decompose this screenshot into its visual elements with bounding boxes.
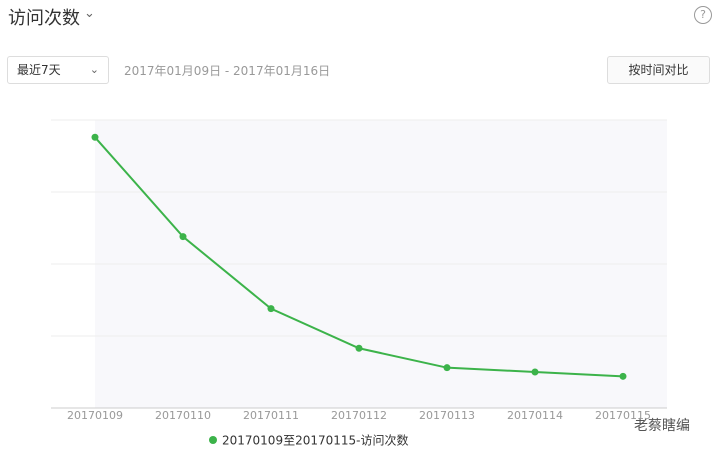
x-tick-label: 20170113: [419, 409, 475, 422]
point: [91, 133, 99, 141]
point: [531, 368, 539, 376]
title-toggle[interactable]: ⌄: [84, 6, 95, 21]
x-tick-label: 20170114: [507, 409, 563, 422]
point: [355, 344, 363, 352]
point: [179, 233, 187, 241]
range-select[interactable]: 最近7天 ⌄: [7, 56, 109, 84]
x-tick-label: 20170112: [331, 409, 387, 422]
watermark: 老蔡瞎编: [634, 418, 690, 434]
point: [267, 305, 275, 313]
compare-button[interactable]: 按时间对比: [607, 56, 710, 84]
legend-label: 20170109至20170115-访问次数: [222, 433, 409, 448]
x-tick-label: 20170110: [155, 409, 211, 422]
point: [443, 364, 451, 372]
x-tick-label: 20170109: [67, 409, 123, 422]
x-tick-label: 20170111: [243, 409, 299, 422]
title: 访问次数: [8, 8, 80, 29]
range-label: 最近7天: [17, 63, 61, 77]
help-icon[interactable]: ?: [694, 6, 712, 24]
point: [619, 372, 627, 380]
x-tick-label: 20170115: [595, 409, 651, 422]
legend-swatch: [209, 436, 217, 444]
date-range: 2017年01月09日 - 2017年01月16日: [124, 64, 331, 78]
